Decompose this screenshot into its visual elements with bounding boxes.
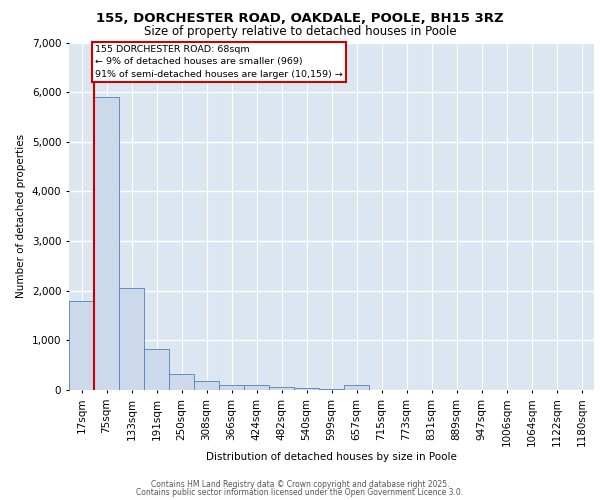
Bar	[244, 386, 269, 390]
Bar	[294, 388, 319, 390]
Bar	[69, 300, 94, 390]
Bar	[319, 388, 344, 390]
Text: Size of property relative to detached houses in Poole: Size of property relative to detached ho…	[143, 25, 457, 38]
Text: Contains HM Land Registry data © Crown copyright and database right 2025.: Contains HM Land Registry data © Crown c…	[151, 480, 449, 489]
Bar	[169, 374, 194, 390]
Bar	[194, 382, 219, 390]
Text: 155 DORCHESTER ROAD: 68sqm
← 9% of detached houses are smaller (969)
91% of semi: 155 DORCHESTER ROAD: 68sqm ← 9% of detac…	[95, 45, 343, 79]
Bar	[344, 386, 369, 390]
Bar	[94, 97, 119, 390]
Y-axis label: Number of detached properties: Number of detached properties	[16, 134, 26, 298]
Text: 155, DORCHESTER ROAD, OAKDALE, POOLE, BH15 3RZ: 155, DORCHESTER ROAD, OAKDALE, POOLE, BH…	[96, 12, 504, 26]
Bar	[269, 387, 294, 390]
Bar	[144, 349, 169, 390]
Text: Contains public sector information licensed under the Open Government Licence 3.: Contains public sector information licen…	[136, 488, 464, 497]
X-axis label: Distribution of detached houses by size in Poole: Distribution of detached houses by size …	[206, 452, 457, 462]
Bar	[119, 288, 144, 390]
Bar	[219, 384, 244, 390]
